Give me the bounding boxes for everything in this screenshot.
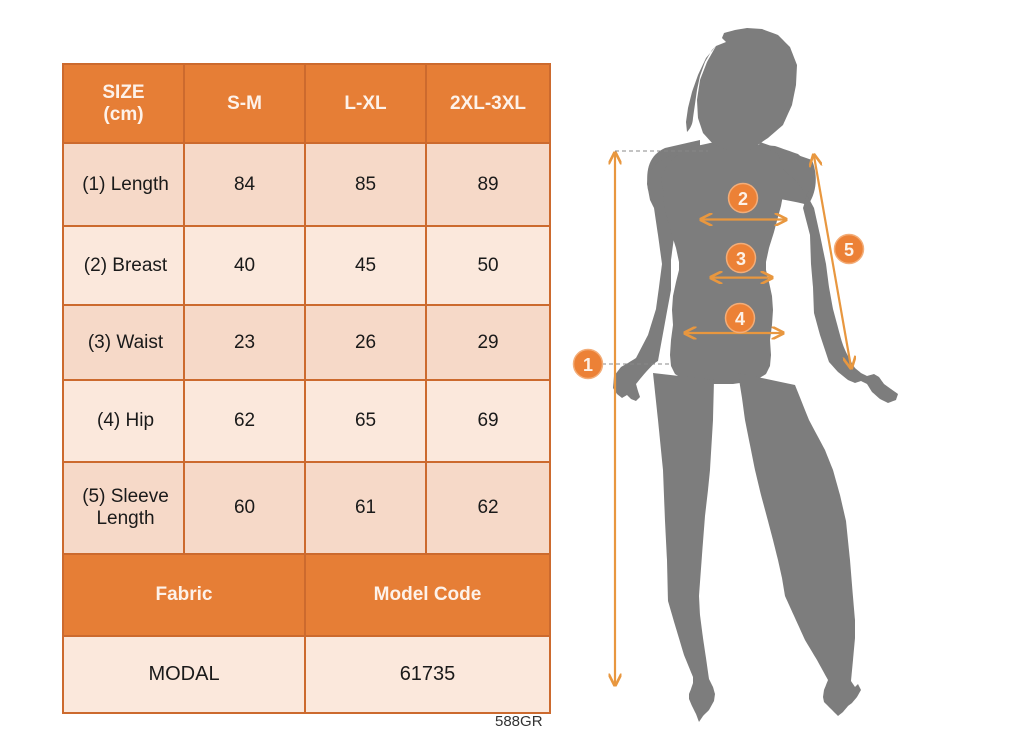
svg-text:1: 1 <box>583 355 593 375</box>
svg-text:4: 4 <box>735 309 745 329</box>
svg-text:2: 2 <box>738 189 748 209</box>
svg-text:5: 5 <box>844 240 854 260</box>
svg-text:3: 3 <box>736 249 746 269</box>
